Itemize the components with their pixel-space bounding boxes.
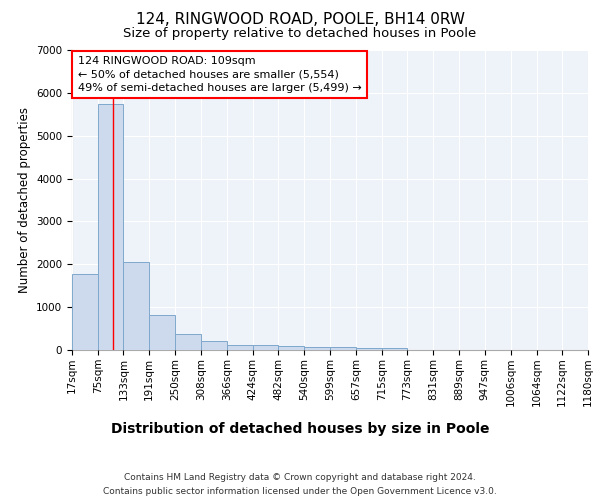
Text: 124, RINGWOOD ROAD, POOLE, BH14 0RW: 124, RINGWOOD ROAD, POOLE, BH14 0RW — [136, 12, 464, 28]
Bar — [149, 315, 175, 350]
Bar — [304, 347, 330, 350]
Bar — [356, 348, 382, 350]
Text: 124 RINGWOOD ROAD: 109sqm
← 50% of detached houses are smaller (5,554)
49% of se: 124 RINGWOOD ROAD: 109sqm ← 50% of detac… — [78, 56, 362, 93]
Bar — [253, 346, 278, 350]
Bar — [382, 348, 407, 350]
Bar — [98, 104, 124, 350]
Bar — [227, 344, 253, 350]
Bar — [201, 341, 227, 350]
Text: Size of property relative to detached houses in Poole: Size of property relative to detached ho… — [124, 28, 476, 40]
Bar — [72, 274, 98, 350]
Text: Contains public sector information licensed under the Open Government Licence v3: Contains public sector information licen… — [103, 488, 497, 496]
Bar — [330, 347, 356, 350]
Bar — [175, 334, 201, 350]
Bar — [124, 262, 149, 350]
Y-axis label: Number of detached properties: Number of detached properties — [17, 107, 31, 293]
Bar — [278, 346, 304, 350]
Text: Distribution of detached houses by size in Poole: Distribution of detached houses by size … — [111, 422, 489, 436]
Text: Contains HM Land Registry data © Crown copyright and database right 2024.: Contains HM Land Registry data © Crown c… — [124, 472, 476, 482]
